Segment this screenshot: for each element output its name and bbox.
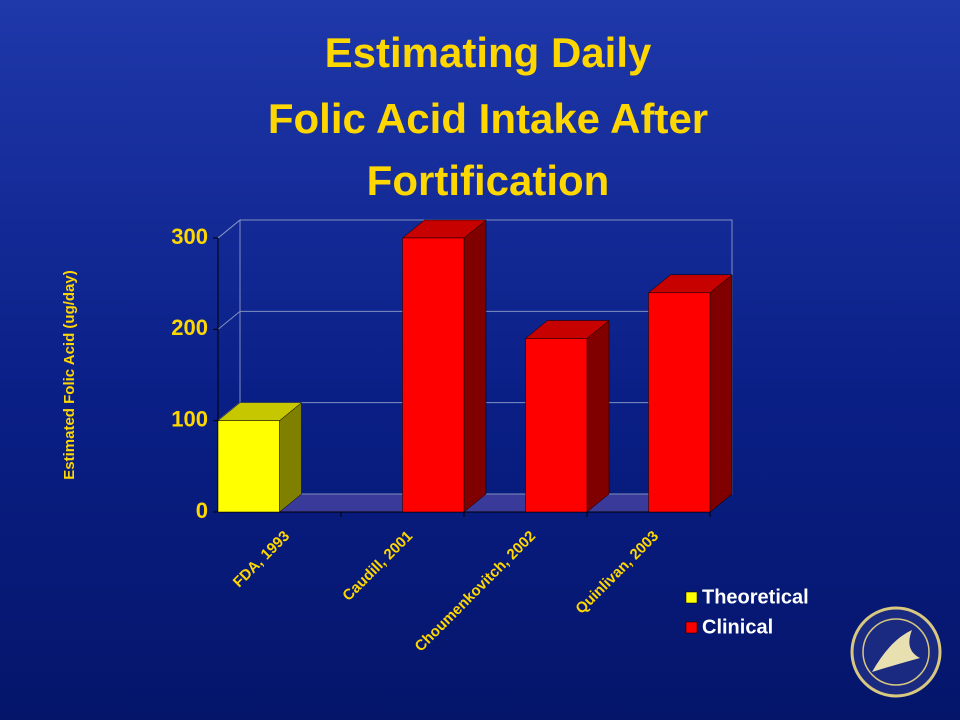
x-tick-label: FDA, 1993 — [230, 528, 293, 591]
chart-title: Estimating Daily — [325, 29, 652, 76]
grid-line — [217, 219, 732, 239]
chart-title: Fortification — [367, 157, 610, 204]
bar-side — [463, 219, 487, 513]
grid-line — [217, 310, 732, 330]
y-tick-label: 200 — [171, 315, 208, 340]
y-tick-label: 100 — [171, 406, 208, 431]
x-tick-label: Quinlivan, 2003 — [572, 528, 662, 618]
bar — [525, 338, 588, 513]
bar — [217, 420, 280, 513]
bar — [648, 292, 711, 513]
x-tick-label: Caudill, 2001 — [339, 528, 416, 605]
seal — [850, 606, 942, 698]
bar-side — [279, 402, 302, 513]
legend-swatch — [685, 621, 698, 634]
bar-side — [709, 274, 733, 513]
x-tick-label: Choumenkovitch, 2002 — [412, 528, 540, 656]
bar — [402, 237, 465, 513]
bar-side — [586, 319, 610, 513]
chart-title: Folic Acid Intake After — [268, 95, 708, 142]
y-tick-label: 300 — [171, 224, 208, 249]
legend-label: Clinical — [702, 616, 773, 638]
y-axis-label: Estimated Folic Acid (ug/day) — [61, 270, 78, 479]
legend-swatch — [685, 591, 698, 604]
legend-label: Theoretical — [702, 586, 809, 608]
y-tick-label: 0 — [196, 498, 208, 523]
